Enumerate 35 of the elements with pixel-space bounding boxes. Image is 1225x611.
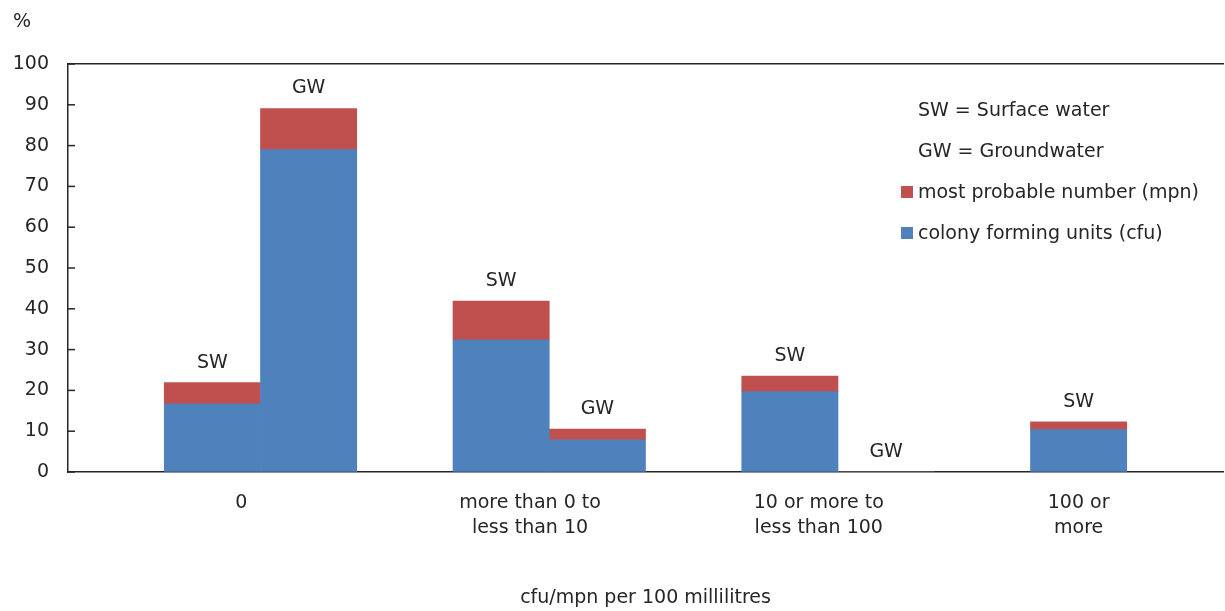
y-tick-label: 100 (12, 50, 49, 73)
data-label: SW (485, 268, 517, 291)
data-label: GW (580, 396, 615, 419)
annotation: GW = Groundwater (917, 138, 1105, 163)
y-axis-title: % (12, 8, 32, 31)
data-label: GW (869, 439, 904, 461)
x-tick-label: 10 or more to less than 100 (753, 489, 884, 537)
bar (1030, 421, 1128, 430)
legend-label: most probable number (mpn) (917, 180, 1199, 202)
x-axis-title: cfu/mpn per 100 millilitres (520, 584, 771, 607)
y-tick-label: 80 (24, 132, 49, 155)
legend-label: colony forming units (cfu) (917, 221, 1163, 243)
y-tick-label: 10 (24, 418, 49, 441)
bar (260, 108, 358, 151)
data-label: SW (1063, 388, 1095, 411)
annotation: SW = Surface water (917, 97, 1111, 122)
y-tick-label: 20 (24, 377, 49, 400)
y-tick-label: 30 (24, 336, 49, 359)
y-tick-label: 50 (24, 254, 49, 277)
bar (452, 300, 550, 341)
y-tick-label: 90 (24, 91, 49, 114)
y-tick-label: 60 (24, 214, 49, 237)
data-label: GW (291, 75, 326, 98)
y-tick-label: 0 (36, 458, 49, 481)
bar (163, 382, 261, 405)
y-tick-label: 70 (24, 173, 49, 196)
bar (741, 391, 839, 472)
bar (741, 375, 839, 392)
x-tick-label: more than 0 to less than 10 (459, 489, 601, 537)
x-tick-label: 0 (235, 489, 248, 512)
x-tick-label: 100 or more (1047, 489, 1110, 537)
y-tick-label: 40 (24, 295, 49, 318)
data-label: SW (774, 343, 806, 366)
data-label: SW (196, 349, 229, 372)
bar (1030, 429, 1128, 472)
